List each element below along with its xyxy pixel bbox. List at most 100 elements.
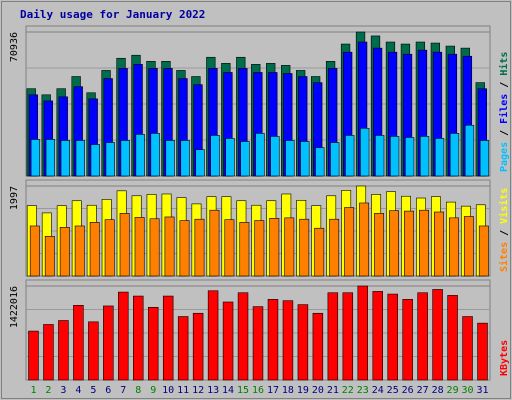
bar-pages-17 (270, 136, 280, 177)
side-label-part: Files (498, 94, 510, 124)
bar-kbytes-5 (88, 321, 99, 381)
x-tick-label-18: 18 (282, 385, 294, 396)
x-tick-label-1: 1 (30, 385, 36, 396)
bar-pages-13 (210, 135, 220, 177)
x-tick-label-10: 10 (162, 385, 174, 396)
x-tick-label-21: 21 (327, 385, 339, 396)
side-label-part: / (499, 76, 510, 94)
x-tick-label-19: 19 (297, 385, 309, 396)
bar-kbytes-6 (103, 305, 114, 381)
bar-pages-21 (330, 142, 340, 177)
bar-sites-3 (59, 227, 70, 277)
x-axis-labels: 1 2 3 4 5 6 7 8 9 10 11 12 13 14 15 16 17 18 19 20 21 22 23 24 2… (30, 385, 488, 396)
bar-sites-25 (389, 210, 400, 277)
bar-kbytes-12 (192, 312, 204, 381)
bar-sites-13 (209, 209, 220, 277)
x-tick-label-9: 9 (150, 385, 156, 396)
bar-pages-4 (75, 140, 85, 177)
bar-pages-5 (90, 144, 100, 177)
chart-title: Daily usage for January 2022 (20, 8, 205, 21)
bar-sites-22 (344, 207, 355, 277)
bar-kbytes-1 (28, 330, 39, 381)
y-max-label-top: 70936 (9, 32, 20, 62)
bar-kbytes-13 (207, 290, 219, 381)
x-tick-label-25: 25 (387, 385, 399, 396)
x-tick-label-8: 8 (135, 385, 141, 396)
x-tick-label-29: 29 (447, 385, 459, 396)
bar-kbytes-29 (447, 295, 458, 381)
bar-kbytes-15 (237, 292, 249, 381)
x-tick-label-17: 17 (267, 385, 279, 396)
bar-sites-18 (284, 217, 295, 277)
bar-kbytes-30 (462, 316, 473, 381)
bar-kbytes-9 (147, 306, 159, 381)
bar-pages-15 (240, 141, 250, 177)
bar-sites-2 (44, 236, 55, 277)
x-tick-label-22: 22 (342, 385, 354, 396)
bar-sites-12 (194, 218, 205, 277)
bar-pages-12 (195, 149, 205, 177)
x-tick-label-3: 3 (60, 385, 66, 396)
bar-kbytes-2 (43, 324, 54, 381)
bar-kbytes-20 (312, 312, 324, 381)
x-tick-label-16: 16 (252, 385, 264, 396)
bar-sites-23 (359, 202, 370, 277)
x-tick-label-30: 30 (462, 385, 474, 396)
bar-kbytes-7 (118, 291, 129, 381)
bar-kbytes-27 (417, 292, 428, 381)
side-label-part: / (499, 224, 510, 242)
bar-kbytes-21 (327, 292, 339, 381)
bar-pages-11 (180, 140, 190, 177)
bar-sites-1 (29, 225, 40, 277)
side-label-part: Pages (499, 142, 510, 172)
side-label-part: Visits (498, 188, 510, 224)
bar-kbytes-14 (222, 301, 234, 381)
bar-pages-18 (285, 140, 295, 177)
side-label-part: Hits (498, 52, 510, 76)
bar-kbytes-28 (432, 289, 443, 381)
bar-pages-22 (345, 135, 355, 177)
side-label-top: Pages / Files / Hits (498, 52, 510, 172)
bar-kbytes-10 (162, 295, 174, 381)
bar-sites-9 (149, 218, 160, 277)
bar-kbytes-16 (252, 306, 264, 381)
bar-sites-15 (239, 222, 250, 277)
bar-sites-16 (254, 220, 265, 277)
x-tick-label-5: 5 (90, 385, 96, 396)
bar-kbytes-19 (297, 304, 309, 381)
bar-kbytes-11 (177, 316, 189, 381)
bar-sites-5 (89, 222, 100, 277)
bar-pages-1 (30, 139, 41, 177)
x-tick-label-13: 13 (207, 385, 219, 396)
side-label-part: / (499, 124, 510, 142)
x-tick-label-14: 14 (222, 385, 234, 396)
side-label-bottom: KBytes (499, 340, 510, 376)
bar-sites-19 (299, 218, 310, 277)
side-label-part: Sites (498, 242, 510, 272)
bar-pages-3 (60, 140, 71, 177)
bar-sites-29 (448, 217, 459, 277)
bar-kbytes-26 (402, 299, 413, 381)
bar-sites-17 (269, 218, 280, 277)
bar-kbytes-18 (282, 300, 294, 381)
side-label-middle: Sites / Visits (498, 188, 510, 272)
x-tick-label-2: 2 (45, 385, 51, 396)
x-tick-label-11: 11 (177, 385, 189, 396)
panel-middle: 1997 (9, 179, 491, 277)
side-legend-labels: Pages / Files / Hits Sites / Visits KBytes (498, 52, 510, 376)
bar-kbytes-17 (267, 299, 279, 381)
bar-sites-20 (314, 227, 325, 277)
x-tick-label-28: 28 (432, 385, 444, 396)
bar-pages-9 (150, 133, 160, 177)
bar-pages-10 (165, 140, 175, 177)
bar-pages-30 (464, 124, 475, 177)
bar-sites-28 (434, 211, 444, 277)
bar-pages-26 (404, 137, 415, 177)
bar-pages-2 (45, 139, 56, 177)
bar-sites-31 (478, 225, 489, 277)
bar-sites-30 (463, 216, 474, 277)
bar-pages-6 (105, 142, 115, 177)
bar-kbytes-22 (342, 292, 354, 381)
x-tick-label-7: 7 (120, 385, 126, 396)
